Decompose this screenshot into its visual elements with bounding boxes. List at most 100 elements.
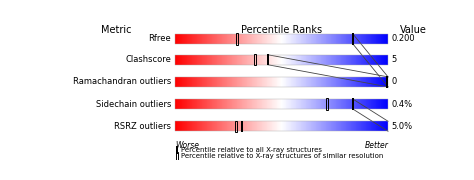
Bar [352, 99, 353, 109]
Bar [376, 55, 377, 65]
Bar [371, 99, 372, 109]
Bar [258, 77, 259, 87]
Bar [235, 77, 236, 87]
Bar [278, 77, 279, 87]
Bar [383, 121, 384, 131]
Bar [213, 34, 214, 44]
Bar [309, 121, 310, 131]
Bar [244, 34, 245, 44]
Bar [334, 99, 335, 109]
Bar [329, 99, 330, 109]
Bar [363, 99, 364, 109]
Bar [265, 55, 266, 65]
Bar [384, 34, 385, 44]
Bar [321, 121, 322, 131]
Bar [189, 34, 190, 44]
Bar [328, 34, 329, 44]
Bar [319, 77, 320, 87]
Bar [215, 34, 216, 44]
Bar [366, 121, 367, 131]
Bar [266, 121, 267, 131]
Bar [325, 99, 326, 109]
Bar [384, 55, 385, 65]
Bar [218, 121, 219, 131]
Bar [228, 34, 229, 44]
Bar [203, 99, 204, 109]
Bar [343, 121, 344, 131]
Bar [353, 55, 354, 65]
Bar [272, 55, 273, 65]
Bar [246, 34, 247, 44]
Bar [386, 77, 387, 87]
Bar [355, 55, 356, 65]
Bar [249, 99, 250, 109]
Bar [381, 34, 382, 44]
Bar [217, 77, 218, 87]
Bar [373, 34, 374, 44]
Bar [233, 121, 234, 131]
Bar [284, 34, 285, 44]
Bar [198, 55, 199, 65]
Bar [220, 34, 221, 44]
Bar [246, 121, 247, 131]
Bar [289, 34, 290, 44]
Bar [386, 55, 387, 65]
Bar [180, 77, 181, 87]
Bar [322, 121, 323, 131]
Bar [306, 121, 307, 131]
Bar [347, 121, 348, 131]
Bar [248, 99, 249, 109]
Bar [310, 55, 311, 65]
Bar [302, 77, 303, 87]
Bar [191, 77, 192, 87]
Bar [266, 99, 267, 109]
Bar [366, 99, 367, 109]
Bar [342, 55, 343, 65]
Bar [276, 99, 277, 109]
Bar [370, 99, 371, 109]
Bar [249, 55, 250, 65]
Bar [175, 77, 176, 87]
Bar [354, 77, 355, 87]
Bar [353, 99, 354, 109]
Bar [279, 121, 280, 131]
Bar [309, 34, 310, 44]
Bar [302, 34, 303, 44]
Bar [234, 99, 235, 109]
Text: Percentile relative to all X-ray structures: Percentile relative to all X-ray structu… [181, 147, 322, 153]
Bar [356, 55, 357, 65]
Bar [190, 99, 191, 109]
Bar [341, 55, 342, 65]
Bar [236, 121, 237, 131]
Bar [241, 120, 243, 132]
Bar [374, 121, 375, 131]
Bar [348, 99, 349, 109]
Bar [295, 55, 296, 65]
Bar [375, 99, 376, 109]
Bar [192, 99, 193, 109]
Bar [212, 34, 213, 44]
Bar [270, 121, 271, 131]
Bar [305, 34, 306, 44]
Bar [246, 77, 247, 87]
Bar [249, 77, 250, 87]
Bar [352, 33, 354, 45]
Bar [225, 34, 226, 44]
Bar [304, 99, 305, 109]
Bar [242, 77, 243, 87]
Bar [324, 34, 325, 44]
Bar [383, 55, 384, 65]
Bar [297, 99, 298, 109]
Bar [252, 34, 253, 44]
Bar [270, 34, 271, 44]
Bar [224, 34, 225, 44]
Bar [339, 34, 340, 44]
Bar [301, 34, 302, 44]
Bar [185, 77, 186, 87]
Bar [204, 77, 205, 87]
Bar [382, 34, 383, 44]
Bar [268, 77, 269, 87]
Bar [187, 34, 188, 44]
Bar [214, 121, 215, 131]
Bar [302, 55, 303, 65]
